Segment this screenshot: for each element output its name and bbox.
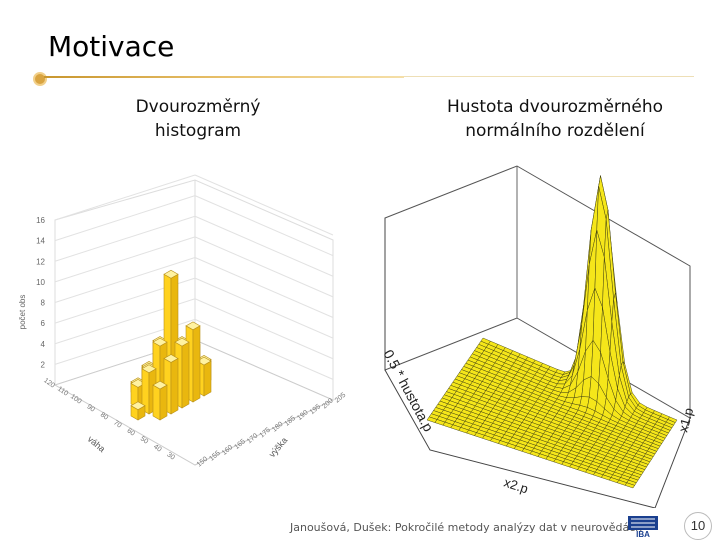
surf-cell: [624, 482, 636, 489]
hist-x-tick-label: 90: [85, 403, 95, 413]
density-surface-chart: 0.5 * hustota.p x1.p x2.p: [380, 165, 696, 508]
hist-gridline: [54, 236, 196, 283]
slide-title: Motivace: [48, 30, 175, 63]
hist-gridline: [54, 257, 196, 303]
footer-text: Janoušová, Dušek: Pokročilé metody analý…: [290, 521, 643, 534]
surf-x1-axis-label: x1.p: [675, 406, 696, 434]
hist-gridline: [194, 215, 334, 277]
left-caption-line1: Dvourozměrný: [135, 97, 261, 117]
hist-gridline: [194, 174, 334, 236]
right-caption-line2: normálního rozdělení: [465, 121, 645, 141]
hist-z-ticks: 16 14 12 10 8 6 4 2: [36, 216, 45, 369]
iba-logo-text: IBA: [636, 530, 650, 538]
hist-bars: [130, 269, 212, 421]
surf-mesh: [426, 175, 678, 489]
hist-z-tick-label: 8: [41, 299, 46, 308]
left-caption-line2: histogram: [154, 121, 242, 141]
hist-z-tick-label: 6: [41, 319, 46, 328]
hist-x-tick-label: 30: [165, 451, 175, 461]
hist-gridline: [54, 195, 196, 242]
hist-bar: [130, 401, 146, 421]
hist-z-tick-label: 14: [36, 237, 45, 246]
hist-gridline: [194, 195, 334, 257]
surf-x2-axis-label: x2.p: [502, 475, 530, 497]
iba-logo: IBA: [628, 516, 658, 538]
left-caption: Dvourozměrný histogram: [118, 95, 278, 143]
surf-front-box: [384, 218, 656, 508]
hist-gridline: [194, 236, 334, 298]
hist-x-tick-label: 50: [139, 435, 149, 445]
hist-x-tick-label: 80: [99, 411, 109, 421]
right-caption: Hustota dvourozměrného normálního rozděl…: [430, 95, 680, 143]
hist-z-tick-label: 16: [36, 216, 45, 225]
title-rule: [44, 76, 404, 78]
hist-z-tick-label: 2: [41, 360, 46, 369]
surf-right-edge: [654, 417, 691, 508]
hist-gridline: [194, 257, 334, 318]
hist-floor: [53, 339, 335, 466]
hist-gridline: [194, 277, 334, 339]
page-number: 10: [690, 518, 706, 533]
hist-z-tick-label: 4: [41, 340, 46, 349]
hist-x-tick-label: 120: [42, 377, 56, 389]
hist-z-axis-label: počet obs: [18, 295, 27, 330]
hist-gridline: [194, 318, 334, 380]
hist-gridline: [54, 215, 196, 262]
hist-z-tick-label: 10: [36, 278, 45, 287]
hist-x-tick-label: 40: [152, 443, 162, 453]
right-caption-line1: Hustota dvourozměrného: [446, 97, 664, 117]
hist-x-tick-label: 70: [112, 419, 122, 429]
hist-bar: [152, 380, 168, 421]
title-rule-tail: [404, 76, 694, 77]
hist-x-tick-label: 60: [125, 427, 135, 437]
hist-z-tick-label: 12: [36, 257, 45, 266]
hist-gridline: [54, 174, 196, 221]
hist-y-tick-label: 205: [334, 392, 348, 405]
hist-gridline: [194, 298, 334, 360]
hist-x-axis-label: váha: [86, 434, 107, 454]
hist-y-axis-label: výška: [267, 435, 289, 459]
title-rule-dot: [33, 72, 47, 86]
